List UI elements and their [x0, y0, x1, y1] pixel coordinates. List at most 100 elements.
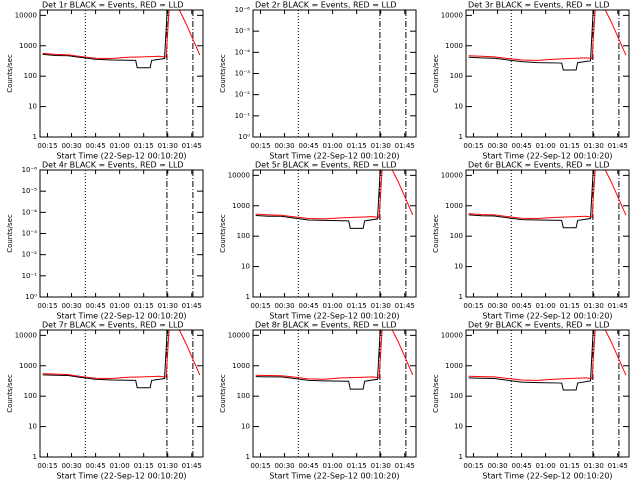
x-axis-label: Start Time (22-Sep-12 00:10:20): [482, 472, 612, 480]
plot-frame: [465, 329, 630, 458]
plot-frame: [39, 329, 204, 458]
panel: Det 2r BLACK = Events, RED = LLD Counts/s…: [219, 1, 417, 161]
panel: Det 5r BLACK = Events, RED = LLD Counts/s…: [219, 161, 417, 321]
y-tick-label: 10000: [441, 331, 463, 339]
x-axis-label: Start Time (22-Sep-12 00:10:20): [56, 152, 186, 161]
y-tick-label: 10000: [228, 331, 250, 339]
y-tick-label: 10⁻¹: [22, 272, 38, 280]
y-tick-label: 1000: [232, 202, 250, 210]
x-axis-label: Start Time (22-Sep-12 00:10:20): [269, 472, 399, 480]
x-tick-label: 01:30: [584, 462, 604, 470]
x-tick-label: 01:15: [347, 302, 367, 310]
y-tick-label: 10: [241, 423, 250, 431]
y-tick-label: 10⁻³: [22, 230, 38, 238]
y-tick-label: 10: [454, 423, 463, 431]
x-tick-label: 01:15: [347, 462, 367, 470]
x-tick-label: 01:30: [371, 462, 391, 470]
y-tick-label: 100: [450, 72, 463, 80]
y-tick-label: 100: [450, 392, 463, 400]
y-tick-label: 100: [450, 232, 463, 240]
panel: Det 9r BLACK = Events, RED = LLD Counts/s…: [432, 321, 630, 480]
x-tick-label: 00:15: [463, 142, 483, 150]
y-tick-label: 10⁻⁴: [235, 48, 251, 56]
x-tick-label: 00:15: [37, 462, 57, 470]
panel: Det 6r BLACK = Events, RED = LLD Counts/s…: [432, 161, 630, 321]
x-tick-label: 01:45: [395, 142, 415, 150]
series-line: [468, 10, 627, 61]
x-tick-label: 01:45: [182, 142, 202, 150]
x-tick-label: 01:45: [608, 462, 628, 470]
series-line: [255, 174, 383, 229]
x-tick-label: 00:15: [37, 302, 57, 310]
x-tick-label: 01:45: [608, 302, 628, 310]
x-axis-label: Start Time (22-Sep-12 00:10:20): [56, 472, 186, 480]
x-axis-label: Start Time (22-Sep-12 00:10:20): [269, 312, 399, 321]
x-tick-label: 00:45: [298, 462, 318, 470]
x-tick-label: 00:30: [274, 302, 294, 310]
y-tick-label: 10000: [15, 331, 37, 339]
panel-title: Det 1r BLACK = Events, RED = LLD: [42, 1, 184, 10]
x-tick-label: 00:45: [511, 142, 531, 150]
y-tick-label: 10: [454, 263, 463, 271]
y-tick-label: 100: [237, 232, 250, 240]
plot-frame: [39, 9, 204, 138]
x-tick-label: 01:00: [536, 462, 556, 470]
x-tick-label: 01:15: [560, 462, 580, 470]
series-line: [42, 14, 170, 69]
y-tick-label: 10⁻²: [235, 91, 251, 99]
x-tick-label: 01:15: [134, 142, 154, 150]
x-axis-label: Start Time (22-Sep-12 00:10:20): [56, 312, 186, 321]
panel-title: Det 8r BLACK = Events, RED = LLD: [255, 321, 397, 330]
panel: Det 4r BLACK = Events, RED = LLD Counts/s…: [6, 161, 204, 321]
x-tick-label: 00:45: [511, 302, 531, 310]
x-tick-label: 00:45: [85, 302, 105, 310]
y-axis-label: Counts/sec: [432, 374, 440, 413]
x-tick-label: 00:30: [61, 302, 81, 310]
x-tick-label: 01:45: [395, 302, 415, 310]
y-tick-label: 10000: [441, 11, 463, 19]
y-tick-label: 10⁻⁵: [235, 27, 251, 35]
x-tick-label: 01:45: [182, 462, 202, 470]
x-tick-label: 01:00: [323, 302, 343, 310]
x-tick-label: 01:15: [134, 302, 154, 310]
series-line: [255, 330, 414, 380]
y-tick-label: 10: [241, 263, 250, 271]
x-tick-label: 01:15: [134, 462, 154, 470]
x-tick-label: 00:15: [37, 142, 57, 150]
x-tick-label: 01:30: [158, 462, 178, 470]
x-tick-label: 00:45: [511, 462, 531, 470]
plot-frame: [252, 329, 417, 458]
y-tick-label: 10⁻³: [235, 70, 251, 78]
y-axis-label: Counts/sec: [219, 374, 227, 413]
series-line: [468, 330, 627, 381]
y-tick-label: 1: [33, 453, 37, 461]
x-tick-label: 00:45: [298, 142, 318, 150]
x-tick-label: 01:30: [158, 302, 178, 310]
series-line: [468, 170, 627, 220]
x-tick-label: 01:45: [395, 462, 415, 470]
plot-frame: [465, 169, 630, 298]
y-axis-label: Counts/sec: [6, 214, 14, 253]
y-axis-label: Counts/sec: [6, 374, 14, 413]
series-line: [42, 10, 201, 60]
x-tick-label: 01:00: [110, 462, 130, 470]
y-tick-label: 10⁰: [25, 293, 37, 301]
x-tick-label: 01:00: [536, 302, 556, 310]
series-line: [468, 174, 596, 229]
x-tick-label: 00:15: [250, 302, 270, 310]
x-tick-label: 00:45: [85, 142, 105, 150]
panel-title: Det 9r BLACK = Events, RED = LLD: [468, 321, 610, 330]
panel-title: Det 7r BLACK = Events, RED = LLD: [42, 321, 184, 330]
x-tick-label: 00:30: [487, 302, 507, 310]
y-tick-label: 10000: [228, 171, 250, 179]
x-tick-label: 00:45: [298, 302, 318, 310]
y-tick-label: 1000: [445, 362, 463, 370]
x-tick-label: 00:30: [61, 462, 81, 470]
series-line: [42, 334, 170, 389]
series-line: [255, 334, 383, 390]
y-tick-label: 10: [28, 103, 37, 111]
y-tick-label: 100: [24, 392, 37, 400]
x-tick-label: 01:00: [536, 142, 556, 150]
x-axis-label: Start Time (22-Sep-12 00:10:20): [269, 152, 399, 161]
y-tick-label: 1: [459, 453, 463, 461]
